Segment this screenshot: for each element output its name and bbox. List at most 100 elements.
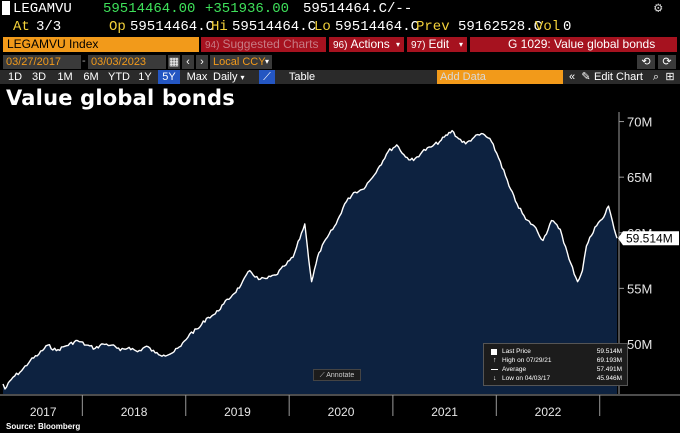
cursor-block [2, 1, 10, 15]
legend-average: Average 57.491M [488, 365, 626, 374]
annotate-icon: ⟋ [319, 372, 325, 379]
edit-label: Edit [428, 37, 450, 51]
source-note: Source: Bloomberg [6, 422, 81, 431]
undo-icon[interactable]: ⟲ [637, 55, 655, 69]
legend-label: High on 07/29/21 [502, 357, 552, 364]
legend-value: 59.514M [596, 348, 622, 355]
series-line [2, 129, 618, 390]
x-tick-label: 2020 [328, 405, 355, 419]
edit-chart-button[interactable]: Edit Chart [594, 70, 646, 84]
low-label: Lo [314, 19, 331, 35]
collapse-icon[interactable]: « [568, 71, 576, 83]
x-tick-label: 2022 [535, 405, 562, 419]
tab-ytd[interactable]: YTD [108, 71, 130, 83]
open-label: Op [109, 19, 126, 35]
frequency-value: Daily [213, 71, 238, 83]
edit-menu-button[interactable]: 97) Edit ▾ [407, 37, 467, 52]
line-chart-icon[interactable]: ⟋ [259, 70, 275, 84]
chart-title: Value global bonds [6, 86, 235, 110]
tab-max[interactable]: Max [186, 71, 208, 83]
annotate-button[interactable]: ⟋ Annotate [313, 369, 361, 381]
at-value: 3/3 [36, 19, 62, 35]
annotate-label: Annotate [326, 372, 355, 379]
tab-1y[interactable]: 1Y [138, 71, 152, 83]
last-price: 59514464.00 [103, 1, 196, 17]
legend-value: 69.193M [596, 357, 622, 364]
date-range-bar: 03/27/2017 - 03/03/2023 ▦ ‹ › Local CCY … [0, 55, 680, 70]
table-button[interactable]: Table [288, 71, 316, 83]
tab-5y[interactable]: 5Y [158, 70, 180, 84]
add-data-input[interactable]: Add Data [437, 70, 563, 84]
grid-icon[interactable]: ⊞ [665, 71, 675, 83]
function-toolbar: LEGAMVU Index 94) Suggested Charts 96) Act… [0, 37, 680, 53]
currency-value: Local CCY [213, 56, 266, 68]
last-price-tag [618, 231, 679, 246]
suggested-charts-button[interactable]: 94) Suggested Charts [201, 37, 326, 52]
ticker-symbol: LEGAMVU [13, 1, 72, 17]
actions-label: Actions [350, 37, 390, 51]
last-price-tag-label: 59.514M [626, 232, 673, 246]
y-tick-label: 70M [627, 115, 652, 130]
marker-icon: ↓ [493, 375, 497, 382]
frequency-select[interactable]: Daily ▾ [213, 70, 255, 84]
series-area [3, 130, 617, 394]
x-tick-label: 2021 [431, 405, 458, 419]
date-separator: - [82, 55, 86, 67]
caret-down-icon: ▾ [264, 57, 269, 66]
vol-value: 0 [563, 19, 572, 35]
caret-down-icon: ▾ [458, 40, 463, 49]
y-tick-label: 50M [627, 337, 652, 352]
x-tick-label: 2018 [121, 405, 148, 419]
chart-name: G 1029: Value global bonds [470, 37, 677, 52]
vol-label: Vol [535, 19, 561, 35]
marker-icon: ↑ [493, 357, 497, 364]
caret-down-icon: ▾ [240, 73, 245, 82]
legend-low: ↓ Low on 04/03/17 45.946M [488, 374, 626, 383]
y-tick-label: 65M [627, 170, 652, 185]
legend-high: ↑ High on 07/29/21 69.193M [488, 356, 626, 365]
caret-down-icon: ▾ [395, 40, 400, 49]
prev-label: Prev [416, 19, 450, 35]
edit-num: 97) [411, 40, 426, 51]
prev-value: 59162528.C [458, 19, 543, 35]
high-value: 59514464.C [232, 19, 317, 35]
period-tabs: 1D 3D 1M 6M YTD 1Y 5Y Max Daily ▾ ⟋ Tabl… [0, 70, 680, 84]
actions-num: 96) [333, 40, 348, 51]
zoom-icon[interactable]: ⌕ [652, 71, 660, 83]
currency-select[interactable]: Local CCY ▾ [210, 55, 272, 69]
price-chart[interactable]: 50M55M60M65M70M2017201820192020202120225… [0, 112, 680, 422]
actions-menu-button[interactable]: 96) Actions ▾ [329, 37, 404, 52]
x-tick-label: 2017 [30, 405, 57, 419]
brush-icon[interactable]: ✎ [581, 71, 591, 83]
tab-1m[interactable]: 1M [57, 71, 73, 83]
legend-label: Average [502, 366, 527, 373]
calendar-icon[interactable]: ▦ [168, 55, 180, 69]
date-forward-icon[interactable]: › [196, 55, 208, 69]
bid-ask: 59514464.C/-- [303, 1, 413, 17]
settings-gear-icon[interactable]: ⚙ [654, 1, 663, 17]
tab-3d[interactable]: 3D [31, 71, 47, 83]
average-line-icon [491, 369, 498, 370]
legend-value: 57.491M [596, 366, 622, 373]
chart-legend: Last Price 59.514M ↑ High on 07/29/21 69… [483, 343, 628, 386]
high-label: Hi [211, 19, 228, 35]
end-date-field[interactable]: 03/03/2023 [88, 55, 166, 69]
legend-last-price: Last Price 59.514M [488, 347, 626, 356]
price-change: +351936.00 [205, 1, 290, 17]
low-value: 59514464.C [335, 19, 420, 35]
tab-6m[interactable]: 6M [83, 71, 99, 83]
security-field[interactable]: LEGAMVU Index [3, 37, 199, 52]
suggested-charts-label: Suggested Charts [222, 37, 319, 51]
legend-value: 45.946M [596, 375, 622, 382]
date-back-icon[interactable]: ‹ [182, 55, 194, 69]
legend-label: Last Price [502, 348, 531, 355]
x-tick-label: 2019 [224, 405, 251, 419]
start-date-field[interactable]: 03/27/2017 [3, 55, 81, 69]
ohlc-line: At 3/3 Op 59514464.C Hi 59514464.C Lo 59… [0, 18, 680, 36]
y-tick-label: 55M [627, 281, 652, 296]
open-value: 59514464.C [130, 19, 215, 35]
redo-icon[interactable]: ⟳ [658, 55, 676, 69]
tab-1d[interactable]: 1D [7, 71, 23, 83]
legend-swatch [491, 349, 497, 355]
edit-chart-label: Edit Chart [594, 71, 643, 83]
